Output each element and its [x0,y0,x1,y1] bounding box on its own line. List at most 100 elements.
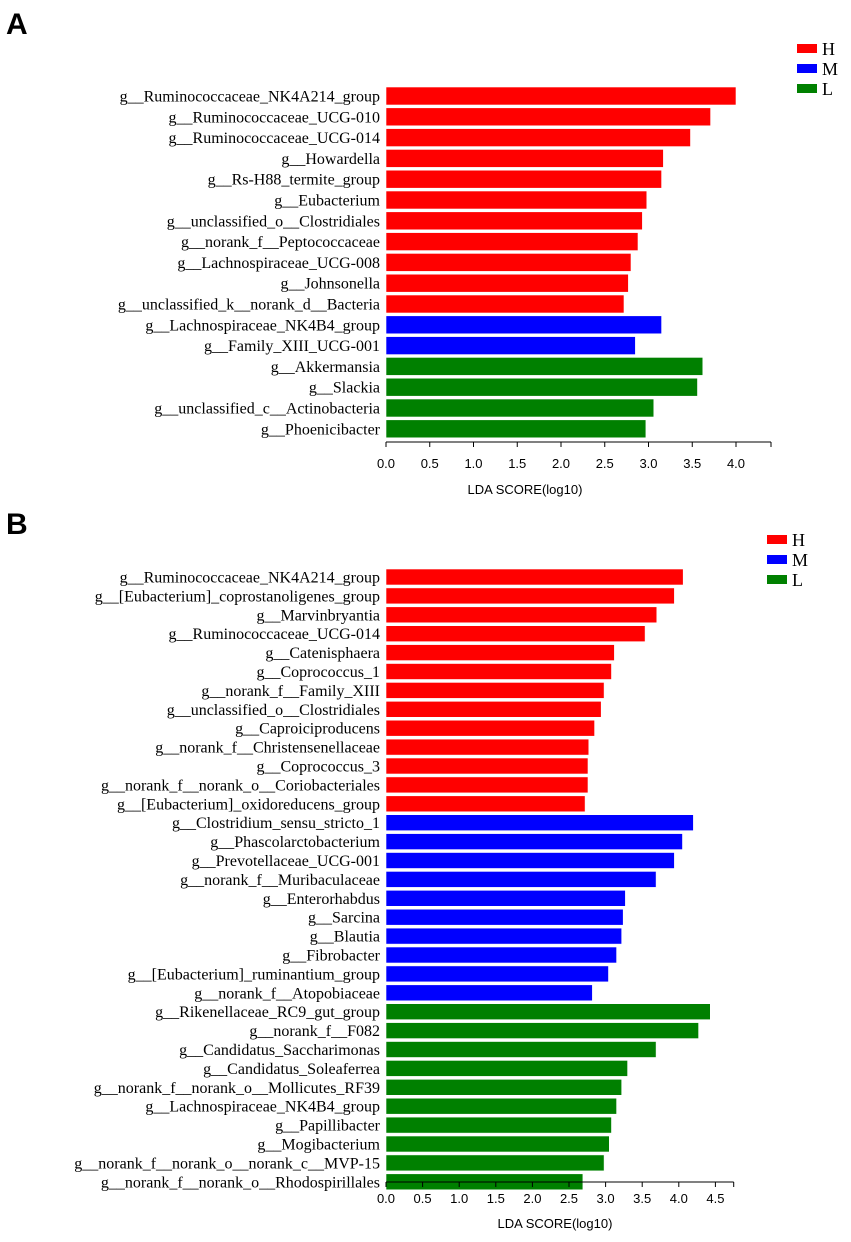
category-label: g__Ruminococcaceae_UCG-010 [169,109,380,126]
bar [385,377,698,397]
category-label: g__Ruminococcaceae_UCG-014 [169,130,380,147]
bar [385,1116,612,1134]
legend-swatch [767,575,787,584]
panel-a-x-axis-title: LDA SCORE(log10) [468,482,583,497]
bar [385,149,664,168]
category-label: g__Fibrobacter [282,948,380,965]
bar [385,86,737,106]
bar [385,663,612,680]
x-tick-label: 0.5 [421,456,439,471]
x-tick-label: 4.0 [727,456,745,471]
bar [385,1060,628,1077]
bar [385,946,617,964]
panel-a-legend: HML [797,39,838,99]
panel-a-bars [385,86,737,439]
bar [385,1003,711,1021]
legend-swatch [797,84,817,93]
category-label: g__Howardella [281,151,380,168]
category-label: g__[Eubacterium]_oxidoreducens_group [117,796,380,813]
legend-label: L [822,79,833,99]
bar [385,682,605,699]
category-label: g__norank_f__Atopobiaceae [194,985,380,1002]
x-tick-label: 4.5 [706,1191,724,1206]
panel-a-letter: A [6,8,28,41]
category-label: g__Johnsonella [280,276,380,293]
panel-b-x-axis: 0.0 0.5 1.0 1.5 2.0 2.5 3.0 3.5 4.0 4.5 [377,1181,735,1206]
category-label: g__Coprococcus_3 [256,759,380,776]
bar [385,273,629,293]
x-tick-label: 1.5 [508,456,526,471]
category-label: g__unclassified_c__Actinobacteria [154,401,380,418]
category-label: g__Clostridium_sensu_stricto_1 [172,815,380,832]
category-label: g__Marvinbryantia [256,607,380,624]
x-tick-label: 1.5 [487,1191,505,1206]
x-tick-label: 0.5 [414,1191,432,1206]
bar [385,814,694,832]
bar [385,398,655,418]
x-tick-label: 1.0 [464,456,482,471]
category-label: g__unclassified_o__Clostridiales [167,213,380,230]
category-label: g__norank_f__Muribaculaceae [180,872,380,889]
category-label: g__Lachnospiraceae_NK4B4_group [145,317,380,334]
legend-label: L [792,570,803,590]
bar [385,568,684,586]
panel-b-bars [385,568,711,1191]
legend-swatch [797,64,817,73]
bar [385,357,704,376]
category-label: g__norank_f__norank_o__Mollicutes_RF39 [94,1080,380,1097]
legend-label: M [822,59,838,79]
category-label: g__Rikenellaceae_RC9_gut_group [155,1004,380,1021]
bar [385,852,675,869]
bar [385,984,593,1002]
x-tick-label: 1.0 [450,1191,468,1206]
legend-label: M [792,550,808,570]
bar [385,253,632,272]
panel-b-legend: HML [767,530,808,590]
bar [385,1079,622,1096]
x-tick-label: 4.0 [670,1191,688,1206]
legend-label: H [792,530,805,550]
category-label: g__norank_f__Peptococcaceae [181,234,380,251]
category-label: g__Family_XIII_UCG-001 [204,338,380,355]
bar [385,871,657,888]
legend-swatch [767,535,787,544]
bar [385,719,595,737]
bar [385,128,691,147]
bar [385,625,646,643]
category-label: g__unclassified_o__Clostridiales [167,702,380,719]
category-label: g__Prevotellaceae_UCG-001 [192,853,380,870]
category-label: g__Phoenicibacter [261,421,381,438]
bar [385,419,647,439]
bar [385,908,624,926]
category-label: g__Blautia [310,929,380,946]
panel-b-letter: B [6,508,28,541]
bar [385,776,589,794]
category-label: g__Candidatus_Saccharimonas [179,1042,380,1059]
panel-a-x-axis: 0.0 0.5 1.0 1.5 2.0 2.5 3.0 3.5 4.0 [377,441,772,471]
x-tick-label: 0.0 [377,1191,395,1206]
bar [385,1041,657,1058]
category-label: g__Lachnospiraceae_NK4B4_group [145,1099,380,1116]
bar [385,700,602,718]
x-tick-label: 2.0 [523,1191,541,1206]
category-label: g__norank_f__Family_XIII [201,683,380,700]
category-label: g__norank_f__norank_o__Rhodospirillales [101,1174,380,1191]
category-label: g__[Eubacterium]_ruminantium_group [128,966,380,983]
bar [385,1154,605,1172]
category-label: g__Phascolarctobacterium [210,834,380,851]
panel-b: B HML g__Ruminococcaceae_NK4A214_groupg_… [6,508,808,1231]
bar [385,1097,617,1115]
category-label: g__Eubacterium [274,193,380,210]
category-label: g__Slackia [309,380,380,397]
panel-a-category-labels: g__Ruminococcaceae_NK4A214_group g__Rumin… [118,89,381,439]
bar [385,757,589,775]
category-label: g__Ruminococcaceae_UCG-014 [169,626,380,643]
bar [385,833,683,850]
category-label: g__Catenisphaera [265,645,380,662]
x-tick-label: 0.0 [377,456,395,471]
x-tick-label: 2.0 [552,456,570,471]
category-label: g__Papillibacter [275,1118,381,1135]
x-tick-label: 3.0 [639,456,657,471]
bar [385,169,662,189]
